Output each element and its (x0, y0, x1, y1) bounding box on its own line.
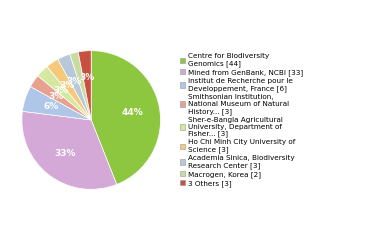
Text: 3%: 3% (60, 80, 75, 90)
Legend: Centre for Biodiversity
Genomics [44], Mined from GenBank, NCBI [33], Institut d: Centre for Biodiversity Genomics [44], M… (179, 52, 305, 188)
Wedge shape (22, 87, 91, 120)
Text: 44%: 44% (122, 108, 144, 117)
Text: 3%: 3% (79, 73, 95, 82)
Wedge shape (58, 54, 91, 120)
Text: 33%: 33% (54, 149, 76, 158)
Wedge shape (22, 111, 117, 189)
Wedge shape (70, 52, 91, 120)
Text: 3%: 3% (54, 86, 69, 95)
Text: 6%: 6% (43, 102, 59, 111)
Wedge shape (38, 66, 91, 120)
Wedge shape (91, 51, 160, 185)
Wedge shape (30, 76, 91, 120)
Wedge shape (78, 51, 91, 120)
Text: 3%: 3% (67, 77, 82, 86)
Text: 3%: 3% (49, 92, 64, 101)
Wedge shape (47, 59, 91, 120)
